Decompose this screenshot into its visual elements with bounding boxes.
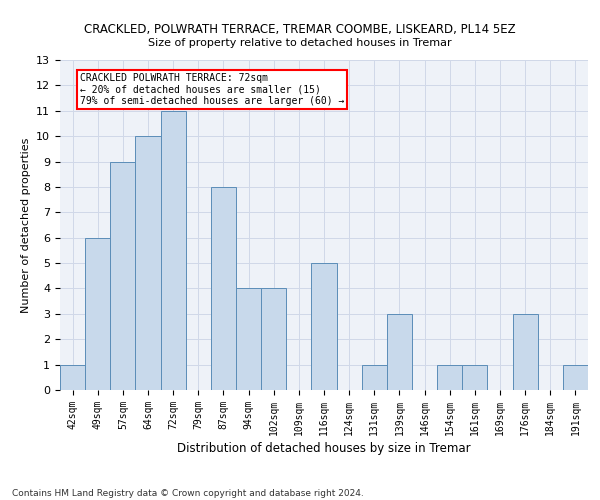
Text: Size of property relative to detached houses in Tremar: Size of property relative to detached ho… xyxy=(148,38,452,48)
Bar xyxy=(161,111,186,390)
Bar xyxy=(462,364,487,390)
Bar xyxy=(136,136,161,390)
Bar xyxy=(110,162,136,390)
Bar xyxy=(362,364,387,390)
Bar xyxy=(211,187,236,390)
Bar xyxy=(60,364,85,390)
Bar xyxy=(512,314,538,390)
Bar xyxy=(563,364,588,390)
Y-axis label: Number of detached properties: Number of detached properties xyxy=(20,138,31,312)
X-axis label: Distribution of detached houses by size in Tremar: Distribution of detached houses by size … xyxy=(177,442,471,455)
Bar xyxy=(236,288,261,390)
Bar xyxy=(261,288,286,390)
Text: Contains HM Land Registry data © Crown copyright and database right 2024.: Contains HM Land Registry data © Crown c… xyxy=(12,488,364,498)
Text: CRACKLED, POLWRATH TERRACE, TREMAR COOMBE, LISKEARD, PL14 5EZ: CRACKLED, POLWRATH TERRACE, TREMAR COOMB… xyxy=(84,22,516,36)
Bar xyxy=(311,263,337,390)
Text: CRACKLED POLWRATH TERRACE: 72sqm
← 20% of detached houses are smaller (15)
79% o: CRACKLED POLWRATH TERRACE: 72sqm ← 20% o… xyxy=(80,72,344,106)
Bar xyxy=(387,314,412,390)
Bar xyxy=(437,364,462,390)
Bar xyxy=(85,238,110,390)
